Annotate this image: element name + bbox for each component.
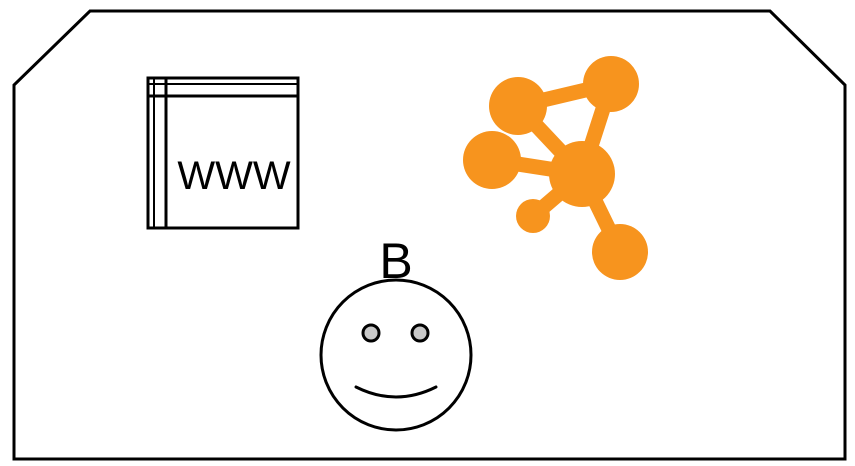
- network-node: [592, 224, 648, 280]
- network-node: [489, 77, 547, 135]
- face-outline: [319, 278, 473, 432]
- web-page-icon: WWW: [146, 76, 300, 230]
- web-page-label: WWW: [177, 154, 291, 198]
- network-node: [583, 56, 639, 112]
- mouth: [354, 385, 438, 399]
- right-eye: [410, 323, 430, 343]
- network-nodes-icon: [463, 56, 648, 280]
- left-eye: [361, 323, 381, 343]
- network-node: [549, 141, 615, 207]
- smiley-face-icon: [319, 278, 473, 432]
- network-node: [463, 131, 521, 189]
- container-outline: [12, 9, 847, 461]
- network-node: [516, 199, 550, 233]
